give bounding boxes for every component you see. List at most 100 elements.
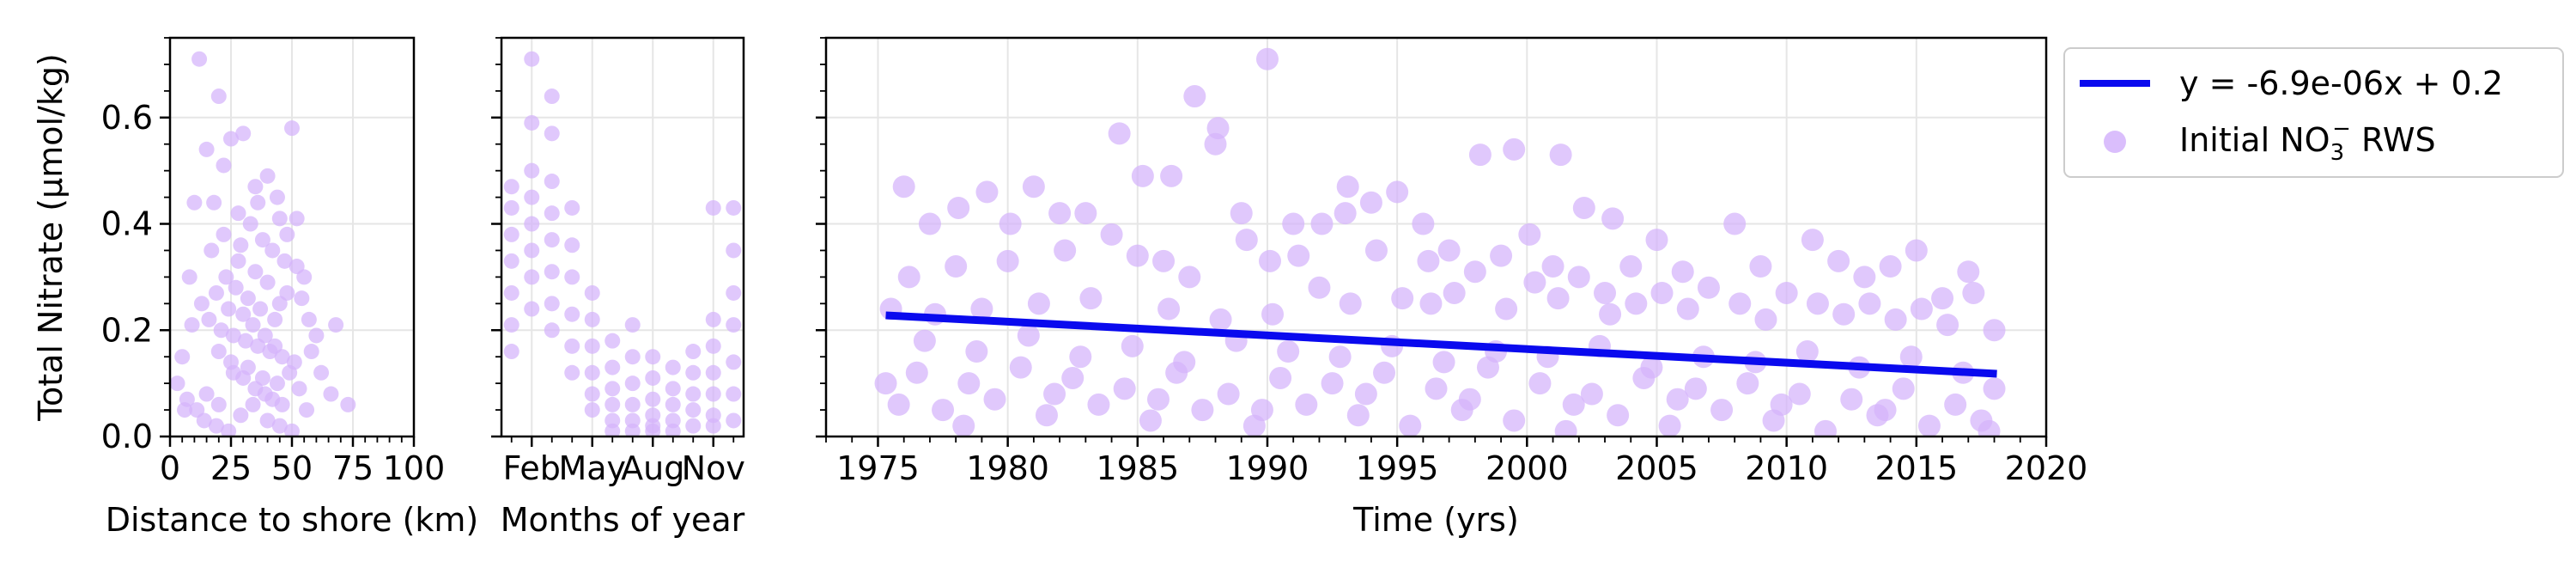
data-point	[624, 423, 641, 437]
data-point	[1437, 239, 1461, 262]
data-point	[245, 317, 261, 333]
data-point	[1884, 308, 1907, 331]
x-tick-label: 2020	[2005, 449, 2088, 487]
data-point	[970, 297, 993, 321]
data-point	[1152, 249, 1176, 272]
data-point	[1788, 382, 1811, 406]
data-point	[235, 306, 252, 322]
data-point	[1178, 266, 1201, 289]
data-point	[564, 237, 580, 253]
data-point	[1399, 414, 1422, 437]
y-tick-label: 0.0	[101, 418, 153, 455]
x-tick-label: 2015	[1874, 449, 1958, 487]
data-point	[705, 386, 721, 402]
data-point	[1962, 281, 1985, 304]
data-point	[1640, 356, 1663, 379]
data-point	[1183, 85, 1206, 108]
data-point	[1801, 229, 1824, 252]
data-point	[685, 386, 702, 402]
data-point	[259, 412, 276, 429]
data-point	[221, 301, 237, 317]
x-tick-label: 2000	[1485, 449, 1569, 487]
data-point	[645, 423, 661, 437]
data-point	[1308, 276, 1331, 299]
data-point	[225, 327, 241, 344]
data-point	[1749, 255, 1772, 278]
data-point	[503, 284, 519, 301]
data-point	[524, 51, 540, 67]
legend-frame	[2063, 47, 2564, 178]
data-point	[584, 311, 600, 327]
data-point	[1250, 399, 1273, 422]
data-point	[1549, 143, 1572, 167]
data-point	[544, 264, 560, 280]
data-point	[665, 412, 681, 429]
data-point	[1027, 292, 1050, 315]
x-tick-label: Feb	[503, 449, 561, 487]
data-point	[1191, 399, 1214, 422]
data-point	[1354, 382, 1377, 406]
data-point	[605, 396, 621, 412]
x-axis-label: Distance to shore (km)	[106, 501, 479, 539]
data-point	[1518, 223, 1541, 246]
data-point	[1259, 249, 1282, 272]
data-point	[503, 199, 519, 216]
y-tick-label: 0.4	[101, 205, 153, 243]
data-point	[503, 344, 519, 360]
data-point	[1723, 212, 1747, 235]
data-point	[240, 359, 256, 375]
data-point	[252, 301, 269, 317]
data-point	[705, 407, 721, 424]
data-point	[965, 340, 988, 363]
data-point	[605, 359, 621, 375]
data-point	[1336, 175, 1359, 198]
data-point	[705, 338, 721, 354]
x-tick-label: 0	[160, 449, 180, 487]
data-point	[947, 196, 970, 219]
data-point	[544, 174, 560, 190]
data-point	[213, 322, 229, 339]
data-point	[544, 125, 560, 142]
data-point	[524, 216, 540, 232]
data-point	[259, 274, 276, 290]
data-point	[1599, 302, 1622, 326]
data-point	[1917, 414, 1941, 437]
data-point	[1892, 377, 1915, 400]
x-tick-label: Aug	[621, 449, 684, 487]
data-point	[186, 194, 203, 211]
data-point	[892, 175, 915, 198]
data-point	[1328, 345, 1352, 369]
data-point	[1339, 292, 1362, 315]
data-point	[1666, 388, 1689, 411]
data-point	[624, 375, 641, 392]
data-point	[254, 369, 270, 386]
legend-scatter-sup: −	[2332, 116, 2351, 142]
scatter-series	[503, 51, 742, 437]
data-point	[584, 338, 600, 354]
legend-line-label: y = -6.9e-06x + 0.2	[2179, 64, 2503, 102]
data-point	[605, 333, 621, 349]
data-point	[1541, 255, 1564, 278]
data-point	[279, 226, 295, 242]
data-point	[1282, 212, 1305, 235]
fit-line	[885, 311, 1997, 378]
data-point	[665, 381, 681, 397]
data-point	[289, 211, 305, 227]
data-point	[726, 199, 742, 216]
data-point	[1554, 419, 1577, 437]
data-point	[524, 189, 540, 205]
data-point	[230, 253, 246, 269]
data-point	[503, 226, 519, 242]
data-point	[1217, 382, 1240, 406]
data-point	[1832, 302, 1856, 326]
data-point	[271, 418, 288, 434]
data-point	[193, 296, 210, 312]
data-point	[645, 391, 661, 407]
data-point	[1528, 372, 1552, 395]
data-point	[726, 412, 742, 429]
data-point	[1269, 366, 1292, 389]
x-tick-label: 50	[271, 449, 313, 487]
data-point	[274, 396, 290, 412]
data-point	[1607, 404, 1630, 427]
data-point	[1910, 297, 1933, 321]
